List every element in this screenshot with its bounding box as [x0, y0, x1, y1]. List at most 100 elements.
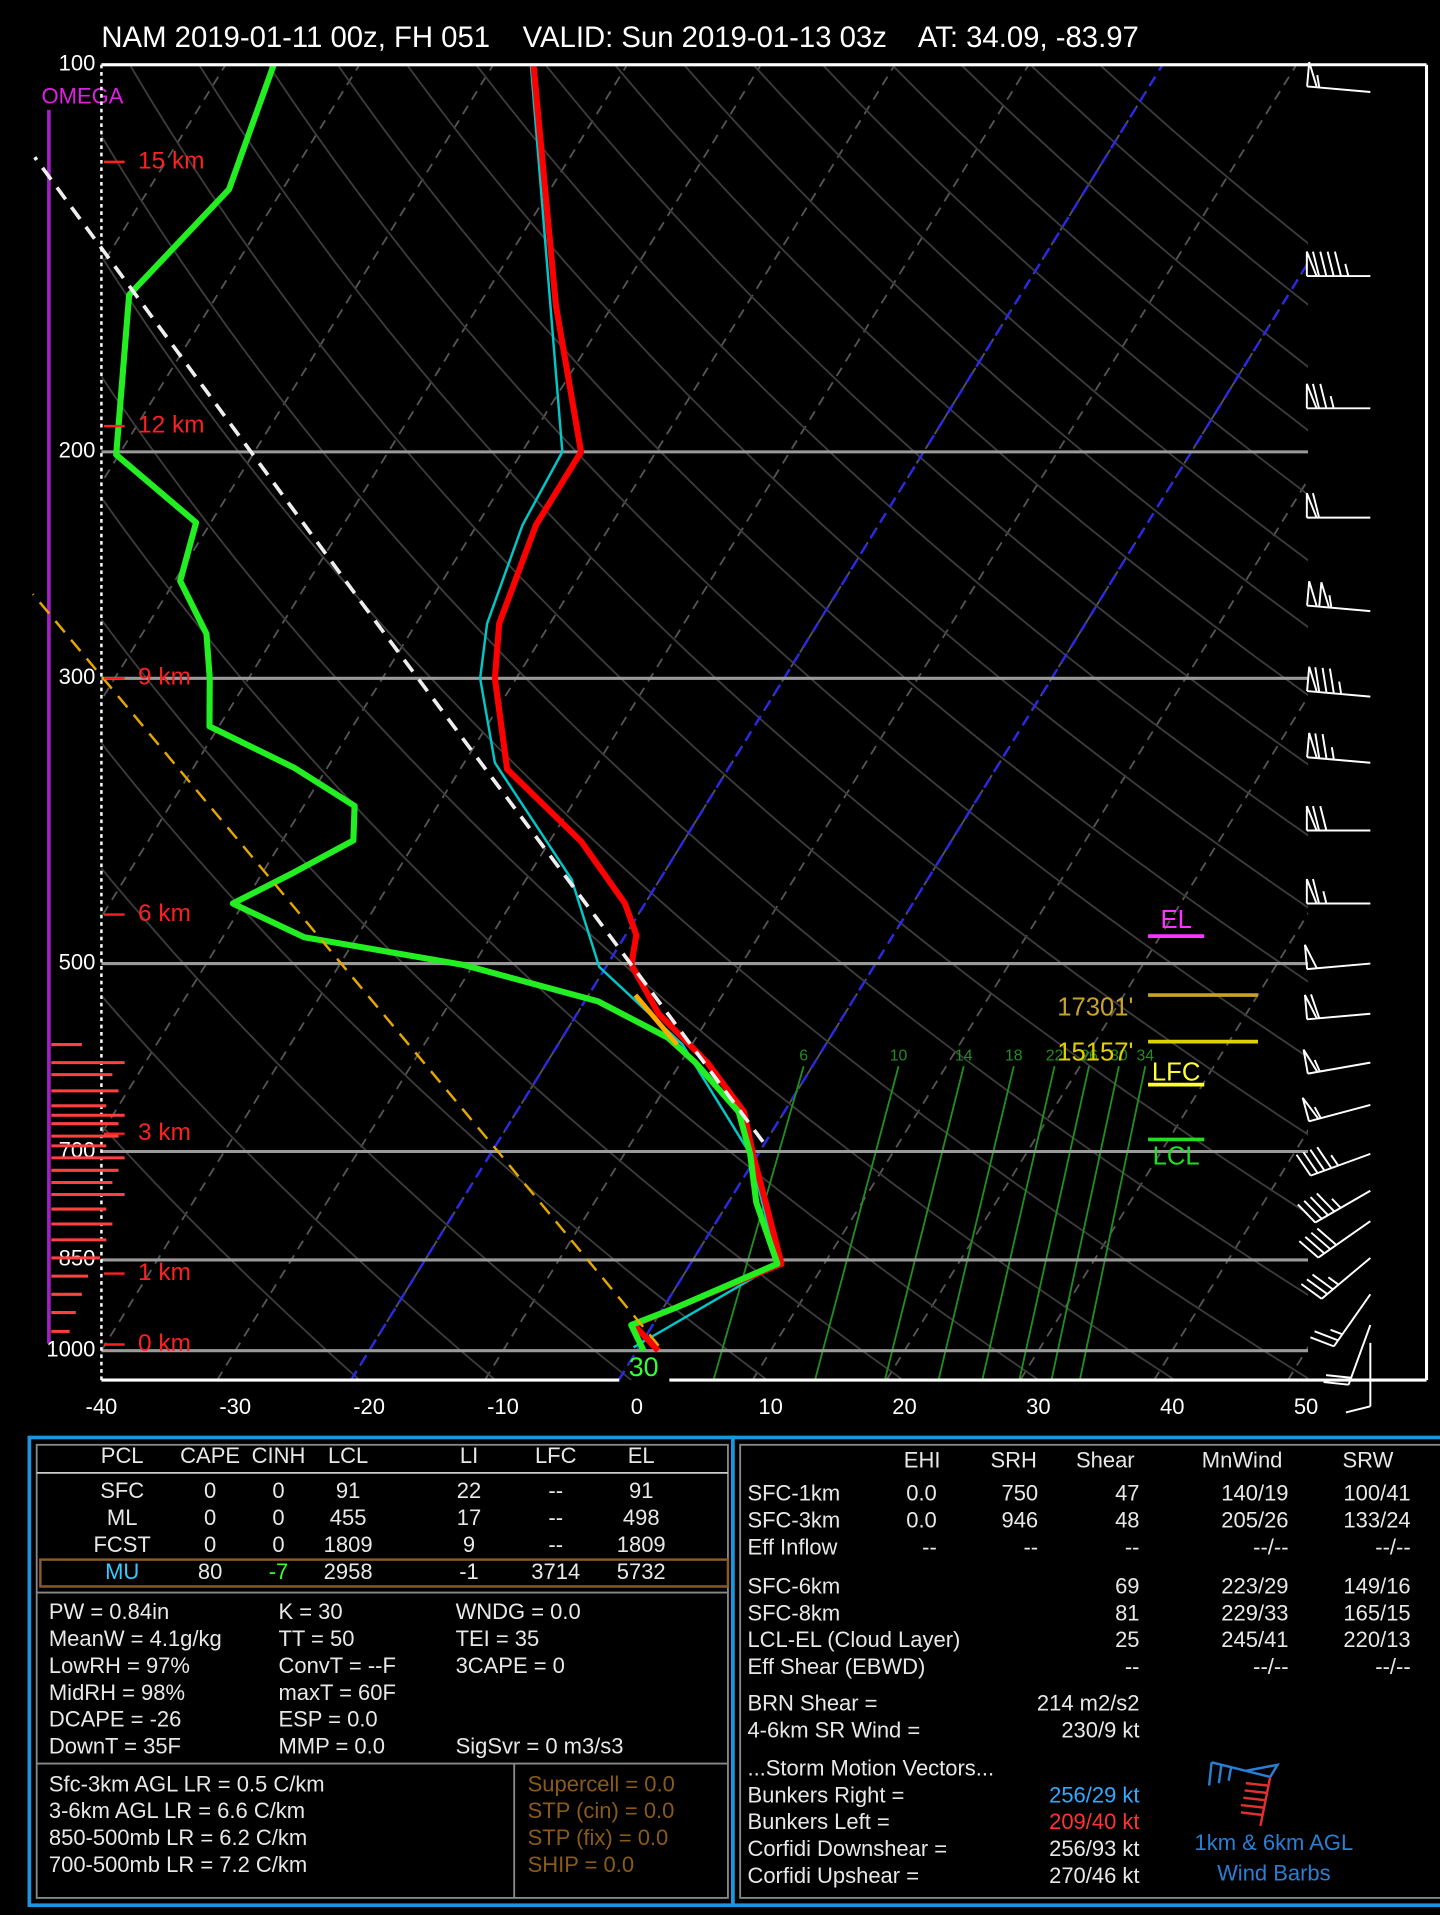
table-cell: --: [548, 1532, 563, 1557]
mixing-ratio-label: 6: [799, 1048, 808, 1065]
table-cell: 165/15: [1343, 1600, 1410, 1625]
mixing-ratio-label: 30: [1110, 1048, 1128, 1065]
table-header: LI: [460, 1443, 478, 1468]
row-label: Eff Shear (EBWD): [747, 1654, 925, 1679]
x-tick-label: -40: [86, 1394, 118, 1419]
wind-barb: [1303, 944, 1371, 971]
dry-adiabat: [128, 64, 1309, 1215]
wind-barb: [1323, 1324, 1372, 1386]
level-label: 15157': [1057, 1039, 1133, 1067]
x-tick-label: -10: [487, 1394, 519, 1419]
table-header: EL: [628, 1443, 655, 1468]
dry-adiabat: [821, 64, 1309, 496]
table-cell: 0: [272, 1532, 284, 1557]
table-header: CAPE: [180, 1443, 240, 1468]
table-cell: 5732: [617, 1559, 666, 1584]
wind-barbs: [1295, 61, 1372, 1414]
table-cell: 80: [198, 1559, 222, 1584]
table-header: LCL: [328, 1443, 368, 1468]
x-tick-label: -30: [219, 1394, 251, 1419]
dry-adiabat: [101, 134, 1309, 1297]
table-cell: 0: [204, 1478, 216, 1503]
dry-adiabat: [336, 64, 1309, 983]
table-cell: 3714: [531, 1559, 580, 1584]
height-label: 0 km: [138, 1330, 191, 1357]
severe-index: Supercell = 0.0: [528, 1771, 675, 1796]
table-cell: 133/24: [1343, 1508, 1410, 1533]
highlight-isotherm: [349, 64, 1164, 1381]
legend-text: Wind Barbs: [1217, 1861, 1331, 1886]
isotherm: [101, 64, 495, 702]
severe-index: SHIP = 0.0: [528, 1852, 634, 1877]
mixing-ratio-line: [1050, 1066, 1120, 1381]
right-panel: [730, 1435, 1440, 1908]
lapse-rate: 3-6km AGL LR = 6.6 C/km: [49, 1798, 305, 1823]
table-cell: 0.0: [906, 1508, 937, 1533]
y-tick-label: 100: [59, 51, 96, 76]
row-label: SFC-3km: [747, 1508, 840, 1533]
panel-text: 256/29 kt: [1049, 1782, 1139, 1807]
wind-barb: [1305, 251, 1371, 278]
background-lines: [101, 64, 1309, 1381]
table-cell: 1809: [617, 1532, 666, 1557]
wind-barb: [1306, 61, 1371, 93]
dry-adiabat: [960, 64, 1309, 369]
legend-barb: [1240, 1776, 1272, 1827]
table-cell: --/--: [1253, 1534, 1288, 1559]
dry-adiabat: [101, 741, 768, 1381]
height-label: 3 km: [138, 1119, 191, 1146]
index: LowRH = 97%: [49, 1653, 190, 1678]
index: DownT = 35F: [49, 1733, 181, 1758]
dry-adiabat: [1029, 64, 1309, 306]
level-label: LCL: [1153, 1142, 1200, 1170]
mixing-ratio-line: [883, 1065, 965, 1381]
isotherm: [101, 64, 762, 1136]
index: TEI = 35: [456, 1626, 540, 1651]
bottom-label: 30: [629, 1352, 659, 1382]
mixing-ratio-line: [981, 1065, 1056, 1381]
mixing-ratio-line: [937, 1065, 1015, 1381]
level-label: LFC: [1152, 1058, 1200, 1086]
level-label: EL: [1160, 906, 1191, 934]
table-cell: 48: [1115, 1508, 1139, 1533]
dry-adiabat: [475, 64, 1309, 837]
row-label: LCL-EL (Cloud Layer): [747, 1627, 960, 1652]
table-cell: --: [1125, 1654, 1140, 1679]
x-tick-label: 30: [1026, 1394, 1050, 1419]
isotherm: [885, 694, 1309, 1381]
index: SigSvr = 0 m3/s3: [456, 1733, 624, 1758]
table-cell: 17: [457, 1505, 481, 1530]
dry-adiabat: [101, 374, 1176, 1381]
legend-text: 1km & 6km AGL: [1195, 1830, 1354, 1855]
y-tick-label: 1000: [46, 1337, 95, 1362]
table-header: PCL: [101, 1443, 144, 1468]
legend-barb: [1207, 1761, 1280, 1786]
table-cell: --/--: [1253, 1654, 1288, 1679]
index: DCAPE = -26: [49, 1707, 181, 1732]
mixing-ratio-label: 14: [955, 1048, 973, 1065]
isotherm: [1153, 1128, 1309, 1381]
table-cell: --/--: [1375, 1654, 1410, 1679]
table-cell: 9: [463, 1532, 475, 1557]
isotherm: [101, 64, 628, 919]
profile-line: [33, 156, 765, 1143]
wind-barb: [1297, 1189, 1371, 1224]
table-cell: --: [1024, 1534, 1039, 1559]
height-label: 6 km: [138, 900, 191, 927]
wind-barb: [1303, 994, 1371, 1021]
omega-label: OMEGA: [42, 84, 124, 109]
table-cell: --/--: [1375, 1534, 1410, 1559]
panel-text: Bunkers Right =: [747, 1782, 904, 1807]
panel-text: 256/93 kt: [1049, 1836, 1139, 1861]
dry-adiabat: [544, 64, 1309, 766]
height-label: 15 km: [138, 147, 204, 174]
dry-adiabat: [683, 64, 1309, 629]
isotherm: [751, 477, 1309, 1381]
dry-adiabat: [101, 496, 1040, 1381]
mixing-ratio-label: 34: [1136, 1048, 1154, 1065]
wind-barb: [1300, 1257, 1371, 1300]
